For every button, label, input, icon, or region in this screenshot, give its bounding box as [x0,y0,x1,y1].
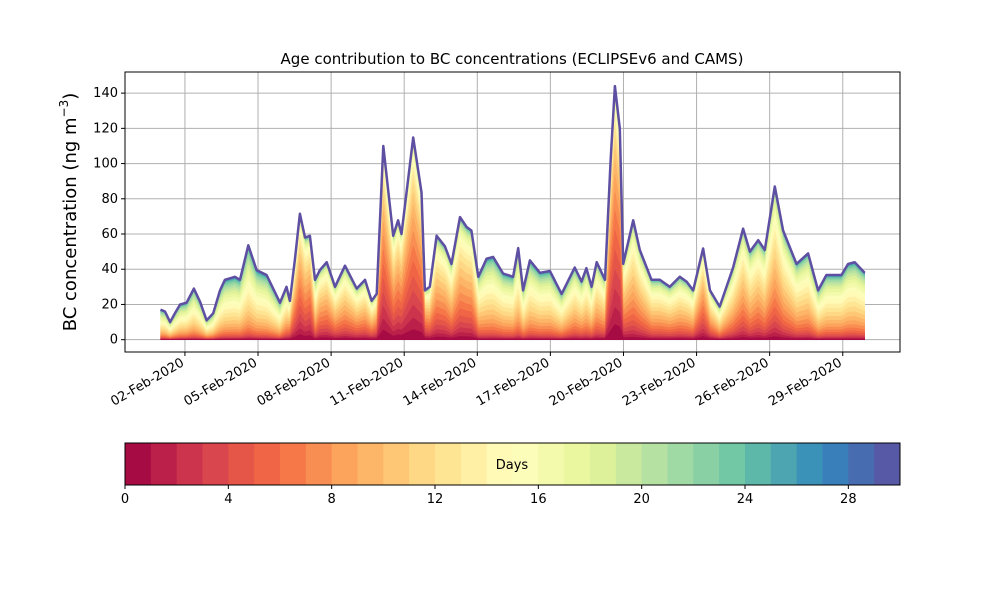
colorbar-label: Days [496,458,529,473]
age-band-0-1-days [160,324,865,340]
colorbar-swatch [615,443,643,485]
colorbar-swatch [331,443,358,485]
colorbar-swatch [202,443,229,485]
y-tick-label: 140 [93,86,118,101]
x-tick-label: 08-Feb-2020 [255,355,334,409]
colorbar-swatch [409,443,436,485]
colorbar-frame [124,442,901,486]
x-tick-label: 05-Feb-2020 [181,355,260,409]
y-tick-label: 80 [101,192,118,207]
colorbar-swatch [667,443,694,485]
x-axis-ticks: 02-Feb-202005-Feb-202008-Feb-202011-Feb-… [108,352,845,409]
colorbar-swatch [254,443,281,485]
colorbar-swatch [745,443,772,485]
y-tick-label: 120 [93,121,118,136]
colorbar-swatch [150,443,178,485]
colorbar-swatch [848,443,875,485]
total-concentration-line [160,84,866,324]
colorbar-swatch [538,443,565,485]
y-tick-label: 40 [101,262,118,277]
colorbar-swatch [383,443,410,485]
colorbar-tick-label: 24 [737,492,754,507]
y-tick-label: 0 [110,333,118,348]
colorbar-swatch [564,443,591,485]
colorbar-tick-label: 28 [840,492,857,507]
colorbar-swatch [435,443,462,485]
colorbar-swatch [796,443,823,485]
x-tick-label: 26-Feb-2020 [693,355,772,409]
colorbar-swatch [719,443,746,485]
colorbar-tick-label: 12 [427,492,444,507]
stacked-age-bands [160,84,866,340]
colorbar [125,443,901,485]
colorbar-tick-label: 20 [633,492,650,507]
y-tick-label: 60 [101,227,118,242]
colorbar-swatch [176,443,203,485]
colorbar-swatch [305,443,333,485]
colorbar-swatch [590,443,617,485]
x-tick-label: 11-Feb-2020 [328,355,407,409]
colorbar-swatch [874,443,901,485]
colorbar-swatch [357,443,384,485]
x-tick-label: 29-Feb-2020 [766,355,845,409]
colorbar-ticks: 0 4 8 12 16 20 24 28 [121,485,857,507]
colorbar-tick-label: 0 [121,492,129,507]
chart-title: Age contribution to BC concentrations (E… [281,50,744,68]
y-axis-label: BC concentration (ng m−3) [57,93,81,332]
colorbar-swatch [460,443,488,485]
colorbar-swatch [693,443,720,485]
colorbar-tick-label: 16 [530,492,547,507]
colorbar-tick-label: 4 [224,492,232,507]
y-tick-label: 20 [101,297,118,312]
x-tick-label: 14-Feb-2020 [401,355,480,409]
y-axis-label-exponent: −3 [57,100,71,118]
y-axis-label-main: BC concentration (ng m [60,117,81,331]
plot-frame [124,71,901,353]
colorbar-swatch [641,443,668,485]
colorbar-swatch [512,443,539,485]
colorbar-swatch [228,443,255,485]
colorbar-swatch [486,443,513,485]
colorbar-swatch [822,443,849,485]
colorbar-swatch [770,443,798,485]
x-tick-label: 20-Feb-2020 [547,355,626,409]
x-tick-label: 23-Feb-2020 [620,355,699,409]
x-tick-label: 02-Feb-2020 [108,355,187,409]
colorbar-tick-label: 8 [328,492,336,507]
colorbar-swatch [280,443,307,485]
colorbar-swatch [125,443,152,485]
y-axis-ticks: 0 20 40 60 80 100 120 140 [93,86,125,348]
y-axis-label-close: ) [60,93,81,100]
x-tick-label: 17-Feb-2020 [474,355,553,409]
y-tick-label: 100 [93,157,118,172]
